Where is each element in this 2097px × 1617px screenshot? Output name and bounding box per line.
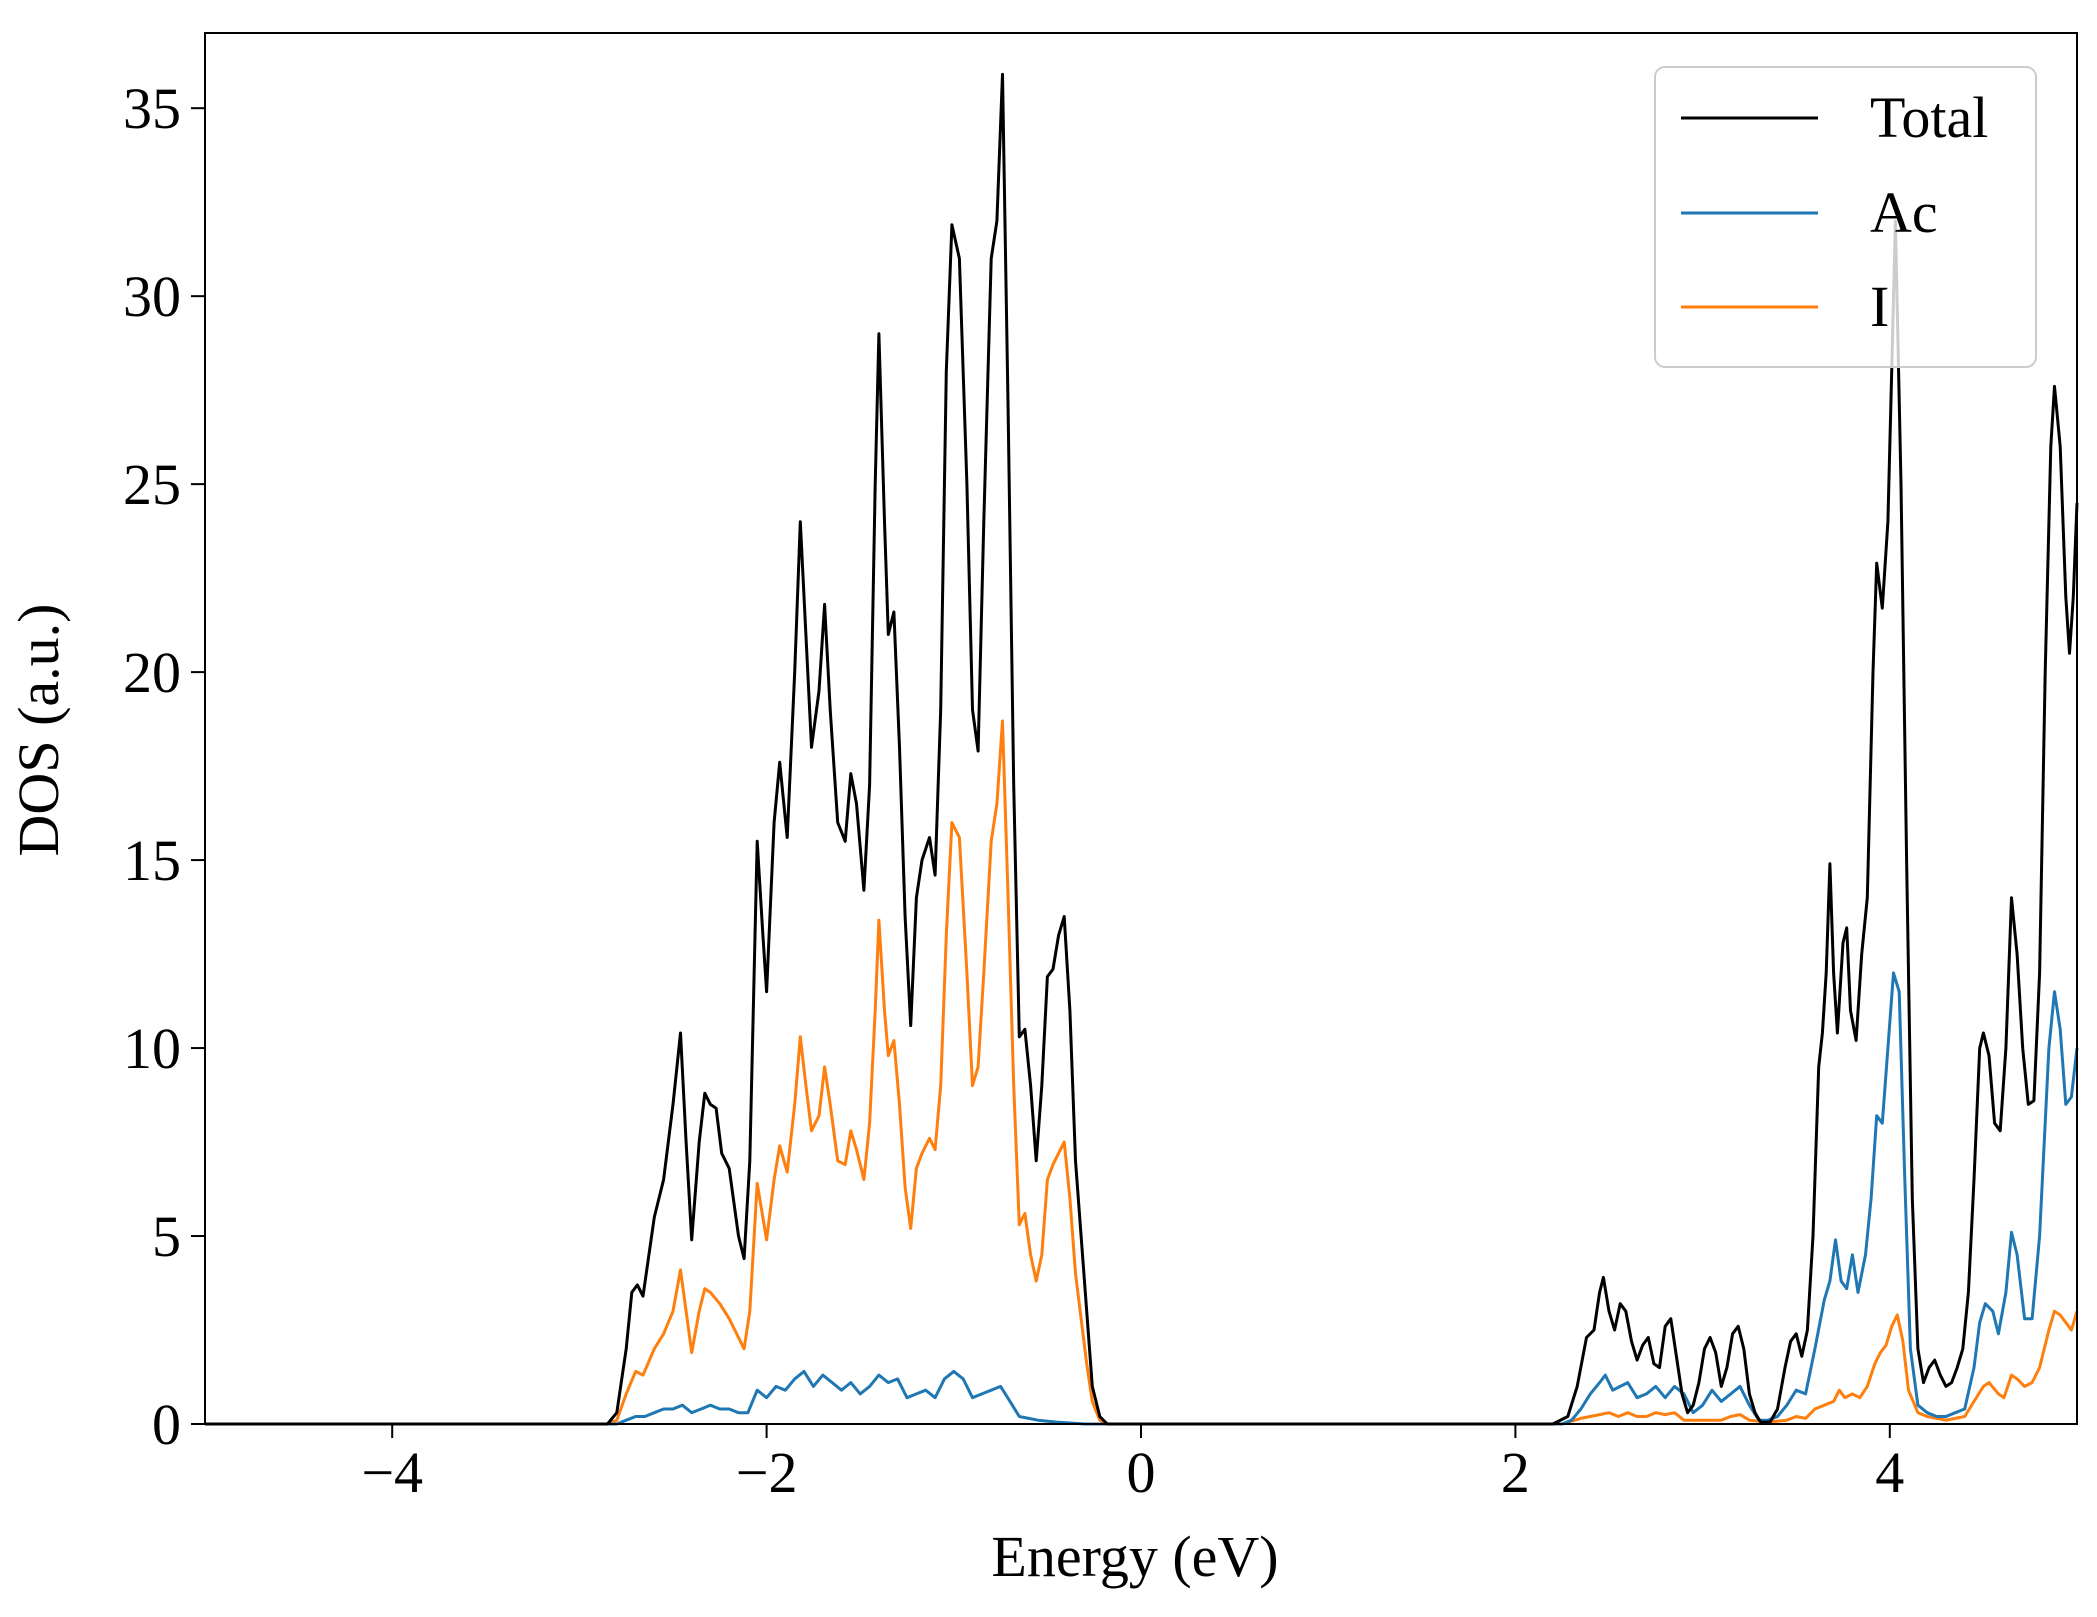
x-tick-label: 0 bbox=[1127, 1440, 1156, 1505]
series-line-total bbox=[205, 72, 2079, 1426]
legend-label-i: I bbox=[1870, 274, 1889, 339]
y-axis-label: DOS (a.u.) bbox=[6, 604, 71, 857]
x-axis-ticks: −4 −2 0 2 4 bbox=[361, 1424, 1904, 1505]
y-tick-label: 35 bbox=[123, 76, 181, 141]
y-tick-label: 15 bbox=[123, 828, 181, 893]
legend-label-ac: Ac bbox=[1870, 180, 1938, 245]
y-tick-label: 30 bbox=[123, 264, 181, 329]
y-tick-label: 20 bbox=[123, 640, 181, 705]
series-line-i bbox=[205, 719, 2079, 1426]
x-axis-label: Energy (eV) bbox=[991, 1524, 1278, 1589]
y-axis-ticks: 0 5 10 15 20 25 30 35 bbox=[123, 76, 205, 1457]
x-tick-label: 4 bbox=[1875, 1440, 1904, 1505]
x-tick-label: −4 bbox=[361, 1440, 423, 1505]
legend-label-total: Total bbox=[1870, 85, 1988, 150]
series-layer bbox=[205, 72, 2079, 1426]
x-tick-label: −2 bbox=[736, 1440, 798, 1505]
legend-box bbox=[1654, 66, 2037, 368]
legend: Total Ac I bbox=[1654, 66, 2037, 368]
series-line-ac bbox=[205, 971, 2079, 1426]
y-tick-label: 10 bbox=[123, 1016, 181, 1081]
y-tick-label: 5 bbox=[152, 1204, 181, 1269]
x-tick-label: 2 bbox=[1501, 1440, 1530, 1505]
y-tick-label: 0 bbox=[152, 1392, 181, 1457]
y-tick-label: 25 bbox=[123, 452, 181, 517]
